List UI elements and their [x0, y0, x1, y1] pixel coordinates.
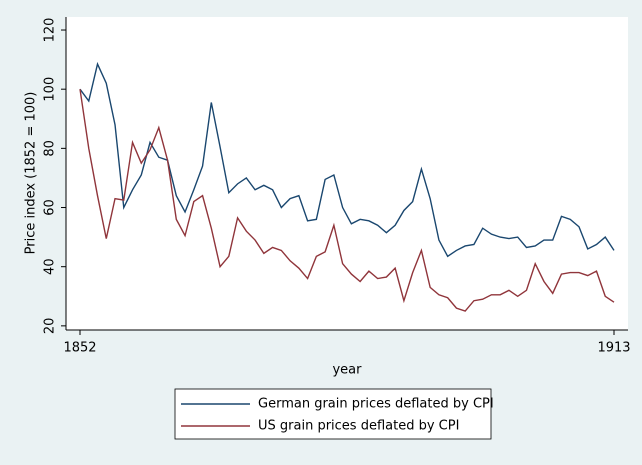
x-tick-label: 1852	[63, 341, 96, 356]
y-tick-label: 40	[43, 258, 58, 275]
y-axis-title: Price index (1852 = 100)	[24, 92, 39, 255]
legend	[174, 388, 492, 440]
y-tick-label: 120	[43, 18, 58, 43]
legend-label: US grain prices deflated by CPI	[258, 419, 459, 434]
y-tick-label: 80	[43, 140, 58, 157]
y-tick-label: 60	[43, 199, 58, 216]
legend-label: German grain prices deflated by CPI	[258, 397, 494, 412]
x-axis-title: year	[332, 363, 362, 378]
y-tick-label: 20	[43, 318, 58, 335]
series-line	[79, 89, 615, 312]
y-tick-label: 100	[43, 77, 58, 102]
x-tick-label: 1913	[597, 341, 630, 356]
plot-area	[66, 17, 628, 330]
